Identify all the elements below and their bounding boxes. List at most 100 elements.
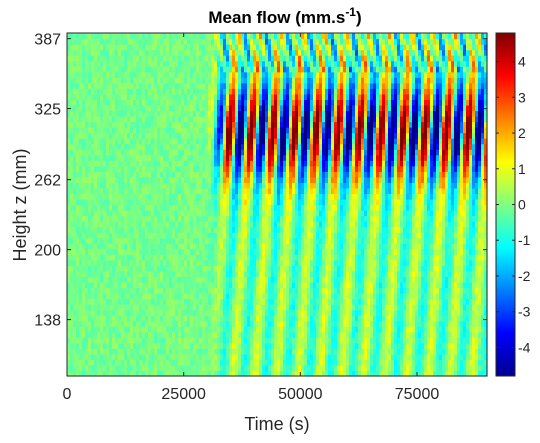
heatmap-cell [229,293,233,300]
heatmap-cell [130,132,134,139]
heatmap-cell [151,171,155,178]
heatmap-cell [253,237,257,244]
heatmap-cell [85,143,89,150]
heatmap-cell [112,293,116,300]
heatmap-cell [217,304,221,311]
heatmap-cell [109,287,113,294]
heatmap-cell [253,276,257,283]
heatmap-cell [184,127,188,134]
heatmap-cell [160,353,164,360]
heatmap-cell [232,248,236,255]
heatmap-cell [124,298,128,305]
heatmap-cell [277,315,281,322]
heatmap-cell [238,88,242,95]
heatmap-cell [145,165,149,172]
heatmap-cell [277,215,281,222]
heatmap-cell [127,265,131,272]
heatmap-cell [112,132,116,139]
heatmap-cell [274,232,278,239]
heatmap-cell [295,66,299,73]
heatmap-cell [298,248,302,255]
heatmap-cell [88,110,92,117]
heatmap-cell [88,204,92,211]
heatmap-cell [196,353,200,360]
heatmap-cell [70,370,74,377]
heatmap-cell [103,226,107,233]
heatmap-cell [172,55,176,62]
heatmap-cell [175,160,179,167]
heatmap-cell [214,55,218,62]
heatmap-cell [166,276,170,283]
heatmap-cell [142,342,146,349]
heatmap-cell [193,204,197,211]
heatmap-cell [94,149,98,156]
heatmap-cell [112,309,116,316]
heatmap-cell [103,154,107,161]
heatmap-cell [178,237,182,244]
heatmap-cell [94,221,98,228]
heatmap-cell [304,171,308,178]
heatmap-cell [295,49,299,56]
heatmap-cell [277,226,281,233]
heatmap-cell [274,115,278,123]
heatmap-cell [139,281,143,289]
heatmap-cell [97,44,101,51]
heatmap-cell [76,198,80,206]
heatmap-cell [154,293,158,300]
heatmap-cell [76,226,80,233]
heatmap-cell [241,127,245,134]
heatmap-cell [115,248,119,255]
heatmap-cell [220,77,224,84]
heatmap-cell [115,88,119,95]
heatmap-cell [280,281,284,289]
heatmap-cell [193,171,197,178]
heatmap-cell [199,198,203,206]
heatmap-cell [277,115,281,123]
heatmap-cell [103,171,107,178]
heatmap-cell [301,165,305,172]
heatmap-cell [190,71,194,78]
heatmap-cell [226,33,230,40]
heatmap-cell [211,359,215,366]
heatmap-cell [184,232,188,239]
heatmap-cell [109,215,113,222]
heatmap-cell [76,359,80,366]
heatmap-cell [208,259,212,266]
heatmap-cell [265,99,269,106]
heatmap-cell [256,331,260,338]
heatmap-cell [76,171,80,178]
heatmap-cell [175,44,179,51]
heatmap-cell [271,115,275,123]
heatmap-cell [229,204,233,211]
heatmap-cell [274,298,278,305]
heatmap-cell [172,298,176,305]
heatmap-cell [133,210,137,217]
heatmap-cell [163,165,167,172]
heatmap-cell [67,171,71,178]
heatmap-cell [298,110,302,117]
heatmap-cell [280,33,284,40]
heatmap-cell [157,281,161,289]
heatmap-cell [139,353,143,360]
heatmap-cell [208,304,212,311]
heatmap-cell [157,287,161,294]
heatmap-cell [274,270,278,278]
heatmap-cell [298,276,302,283]
heatmap-cell [190,370,194,377]
heatmap-cell [151,66,155,73]
heatmap-cell [292,210,296,217]
heatmap-cell [253,298,257,305]
heatmap-cell [271,44,275,51]
heatmap-cell [181,88,185,95]
heatmap-cell [262,93,266,100]
heatmap-cell [85,110,89,117]
heatmap-cell [88,270,92,278]
heatmap-cell [112,60,116,67]
heatmap-cell [73,110,77,117]
heatmap-cell [238,104,242,112]
heatmap-cell [199,309,203,316]
heatmap-cell [301,44,305,51]
heatmap-cell [199,82,203,89]
heatmap-cell [187,55,191,62]
heatmap-cell [139,182,143,189]
